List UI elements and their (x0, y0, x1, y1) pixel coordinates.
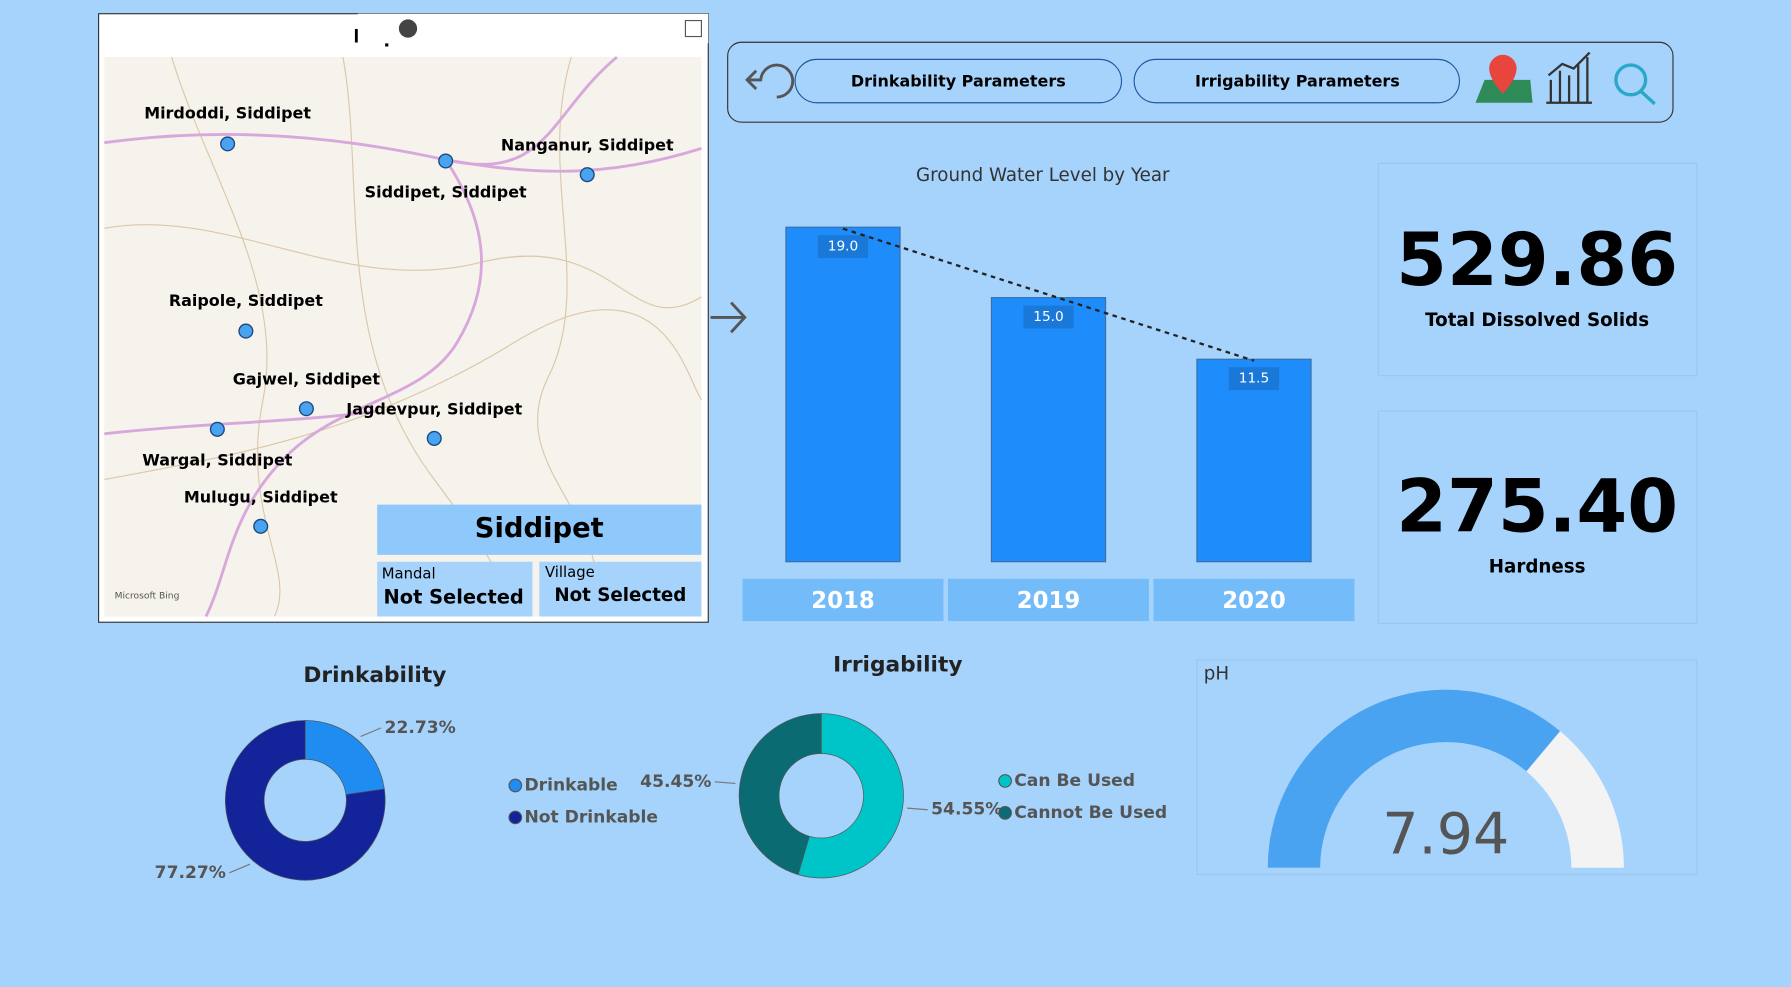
mandal-label: Mandal (382, 565, 436, 582)
leader-line (907, 807, 928, 811)
category-box (742, 578, 944, 622)
legend-label: Drinkable (524, 775, 617, 795)
village-label: Village (545, 564, 595, 581)
toolbar-icon[interactable] (398, 19, 418, 38)
map-point[interactable] (438, 153, 454, 169)
district: Siddipet (475, 513, 604, 544)
x-tick-label: 2018 (811, 588, 875, 614)
map-label: Mirdoddi, Siddipet (144, 104, 311, 123)
donut-slice (224, 720, 386, 881)
map-point[interactable] (579, 167, 595, 183)
legend-label: Cannot Be Used (1014, 803, 1167, 823)
map-label: Mulugu, Siddipet (184, 487, 338, 506)
card-label: Hardness (1489, 556, 1586, 577)
legend-marker (508, 810, 523, 825)
gauge-value (1267, 689, 1561, 868)
map-point[interactable] (298, 401, 314, 417)
chart-title: Drinkability (303, 663, 446, 688)
map-label: Wargal, Siddipet (142, 451, 293, 470)
mandal-value[interactable]: Not Selected (384, 586, 524, 609)
data-label: 22.73% (385, 718, 456, 738)
value-label: 15.0 (1033, 309, 1063, 325)
nav-button[interactable] (794, 58, 1123, 104)
leader-line (714, 781, 736, 784)
legend-marker (508, 778, 523, 793)
x-tick-label: 2020 (1222, 588, 1286, 614)
map-point[interactable] (253, 518, 269, 534)
leader-line (229, 863, 251, 874)
slicer-header (377, 504, 702, 555)
map-label: Nanganur, Siddipet (501, 136, 674, 155)
value-label-box (817, 235, 869, 259)
legend-marker (998, 806, 1012, 820)
gauge-label: 7.94 (1382, 802, 1509, 868)
map-point[interactable] (209, 421, 225, 437)
search-icon[interactable] (1614, 63, 1656, 106)
nav-button[interactable] (1133, 58, 1461, 104)
trend-line (842, 227, 1255, 362)
back-button[interactable] (745, 63, 795, 99)
bar (1196, 358, 1312, 563)
data-label: 54.55% (931, 800, 1002, 820)
category-box (1153, 578, 1355, 622)
chart-title: pH (1204, 664, 1229, 685)
chart-icon[interactable] (1546, 51, 1592, 104)
legend-marker (998, 774, 1012, 788)
chart-title: Ground Water Level by Year (916, 165, 1170, 186)
map-toolbar[interactable] (357, 13, 709, 44)
nav-button-label[interactable]: Drinkability Parameters (851, 72, 1066, 91)
value-label-box (1023, 305, 1074, 329)
arrow-icon (710, 301, 747, 334)
slicer[interactable]: Siddipet Mandal Not Selected Village Not… (377, 504, 702, 617)
map-attribution: Microsoft Bing (115, 591, 180, 601)
card-value: 275.40 (1396, 464, 1678, 549)
legend-label: Can Be Used (1014, 771, 1135, 791)
map-label: Jagdevpur, Siddipet (345, 399, 522, 418)
nav-button-label[interactable]: Irrigability Parameters (1195, 72, 1400, 91)
card-label: Total Dissolved Solids (1425, 310, 1649, 331)
map-label: Raipole, Siddipet (169, 291, 323, 310)
mandal-box[interactable] (377, 561, 533, 617)
x-tick-label: 2019 (1017, 588, 1081, 614)
map-label: Gajwel, Siddipet (233, 370, 381, 389)
donut-slice (797, 713, 904, 879)
map-icon[interactable] (1475, 54, 1533, 103)
bar (990, 297, 1107, 563)
toolbar-icon[interactable] (684, 19, 702, 38)
data-label: 77.27% (155, 863, 226, 883)
chart-title: Irrigability (833, 653, 962, 678)
map-label: Siddipet, Siddipet (365, 182, 527, 201)
donut-slice (304, 720, 385, 795)
bar (785, 226, 901, 563)
legend-label: Not Drinkable (524, 807, 658, 827)
map-point[interactable] (238, 323, 254, 339)
value-label-box (1228, 367, 1280, 391)
map-point[interactable] (426, 430, 442, 446)
value-label: 19.0 (828, 239, 858, 255)
value-label: 11.5 (1239, 371, 1269, 387)
village-value[interactable]: Not Selected (554, 585, 686, 606)
data-label: 45.45% (640, 772, 711, 792)
card (1377, 410, 1698, 624)
leader-line (360, 727, 382, 738)
donut-slice (738, 713, 822, 876)
category-box (948, 578, 1149, 622)
village-box[interactable] (539, 561, 702, 617)
map-point[interactable] (220, 136, 236, 152)
card (1377, 162, 1698, 377)
card-value: 529.86 (1396, 218, 1678, 303)
